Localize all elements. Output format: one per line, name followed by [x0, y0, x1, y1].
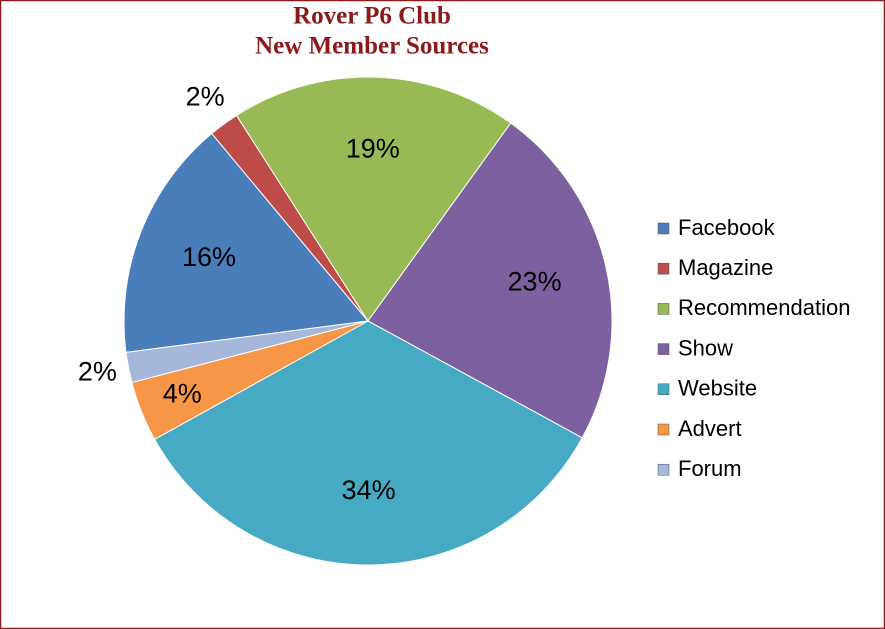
chart-subtitle: New Member Sources [255, 33, 489, 60]
legend-label: Facebook [678, 215, 776, 240]
legend-swatch [657, 343, 670, 355]
pie-slice [367, 122, 613, 439]
data-label: 19% [346, 133, 400, 163]
chart-title: Rover P6 Club [293, 3, 451, 30]
pie-slice [235, 76, 512, 322]
data-label: 16% [182, 242, 236, 272]
legend-label: Show [678, 335, 733, 360]
legend-label: Magazine [678, 255, 773, 280]
legend-swatch [657, 463, 670, 476]
legend-swatch [657, 423, 670, 436]
legend-label: Forum [678, 456, 742, 481]
legend-swatch [657, 303, 670, 315]
legend-label: Advert [678, 416, 742, 441]
data-label: 23% [508, 266, 562, 296]
legend-swatch [657, 222, 670, 235]
data-label: 2% [186, 82, 225, 112]
legend-swatch [657, 383, 670, 396]
legend-label: Recommendation [678, 295, 850, 320]
pie-slice [153, 320, 583, 566]
legend-label: Website [678, 376, 757, 401]
data-label: 2% [78, 357, 117, 387]
data-label: 34% [342, 475, 396, 505]
pie-slice [125, 320, 369, 384]
pie-slice [123, 132, 369, 353]
legend-swatch [657, 262, 670, 275]
data-label: 4% [163, 378, 202, 408]
